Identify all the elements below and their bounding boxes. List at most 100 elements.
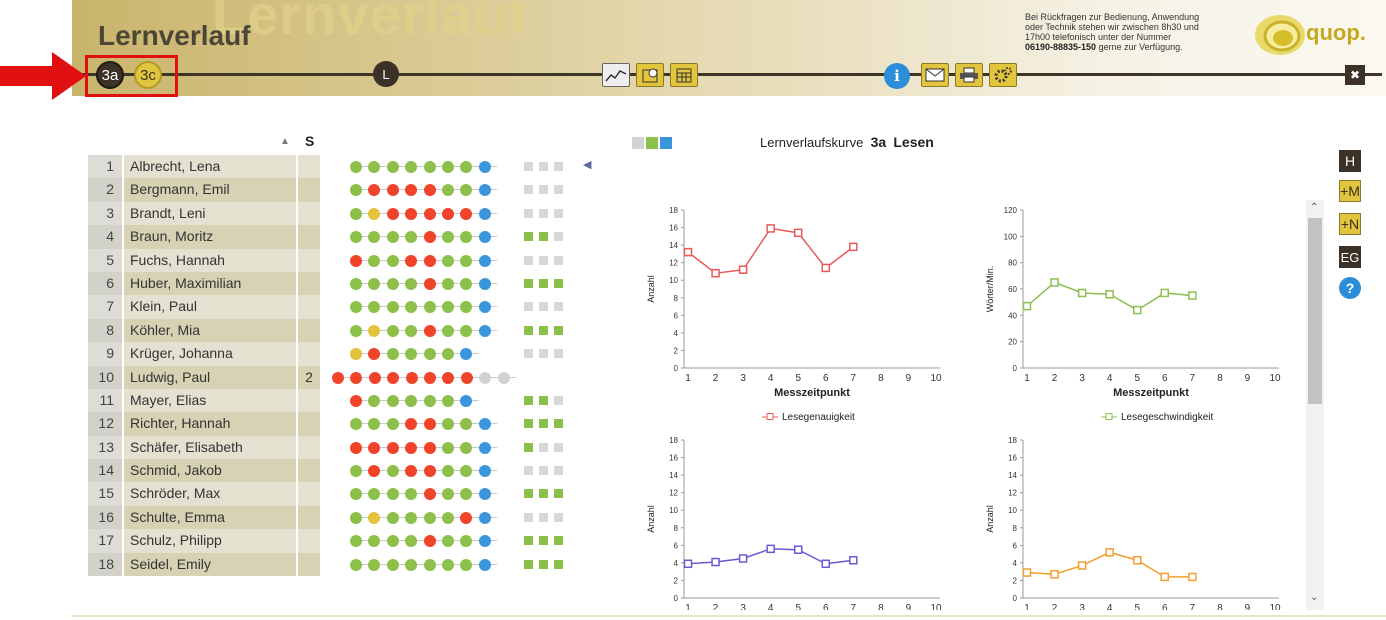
result-dot[interactable] [460,441,473,454]
view-color-legend[interactable] [632,136,674,154]
result-dot[interactable] [423,301,436,314]
result-dot[interactable] [386,394,399,407]
result-dot[interactable] [386,324,399,337]
data-point[interactable] [1160,572,1170,582]
data-point[interactable] [1077,288,1087,298]
result-dot[interactable] [460,348,473,361]
calendar-clock-icon[interactable] [636,63,664,87]
result-dot[interactable] [350,511,362,524]
result-dot[interactable] [405,465,418,478]
result-dot[interactable] [442,465,454,478]
result-dot[interactable] [423,558,436,571]
result-dot[interactable] [478,301,491,314]
result-dot[interactable] [368,348,381,361]
result-dot[interactable] [368,324,381,337]
result-dot[interactable] [460,254,473,267]
result-dot[interactable] [460,301,473,314]
student-name[interactable]: Ludwig, Paul [122,365,296,389]
data-point[interactable] [1132,556,1142,565]
result-dot[interactable] [405,371,418,384]
student-name[interactable]: Köhler, Mia [122,318,296,343]
result-dot[interactable] [460,161,473,173]
table-row[interactable]: 4 Braun, Moritz [88,225,320,249]
scroll-thumb[interactable] [1308,218,1322,404]
result-dot[interactable] [405,418,418,431]
data-point[interactable] [1050,278,1059,287]
result-dot[interactable] [423,465,436,478]
result-dot[interactable] [423,488,436,501]
student-name[interactable]: Schulz, Philipp [122,529,296,553]
result-dot[interactable] [460,418,473,431]
result-dot[interactable] [368,254,381,267]
result-dot[interactable] [405,207,418,220]
result-dot[interactable] [424,371,436,384]
table-row[interactable]: 11 Mayer, Elias [88,388,320,413]
table-row[interactable]: 8 Köhler, Mia [88,318,320,343]
result-dot[interactable] [368,465,381,478]
result-dot[interactable] [405,161,418,173]
print-icon[interactable] [955,63,983,87]
student-name[interactable]: Schmid, Jakob [122,459,296,483]
student-name[interactable]: Krüger, Johanna [122,342,296,366]
result-dot[interactable] [386,465,399,478]
result-dot[interactable] [332,371,344,384]
result-dot[interactable] [423,348,436,361]
result-dot[interactable] [386,301,399,314]
mail-icon[interactable] [921,63,949,87]
close-button[interactable]: ✖ [1345,65,1365,85]
data-point[interactable] [766,544,775,554]
result-dot[interactable] [386,184,399,197]
result-dot[interactable] [405,535,418,548]
result-dot[interactable] [368,441,381,454]
result-dot[interactable] [386,231,399,244]
result-dot[interactable] [423,254,436,267]
result-dot[interactable] [423,535,436,548]
result-dot[interactable] [442,161,454,173]
data-point[interactable] [766,224,775,233]
data-point[interactable] [683,247,693,257]
student-name[interactable]: Seidel, Emily [122,552,296,577]
result-dot[interactable] [442,277,454,290]
scroll-down-icon[interactable]: ⌄ [1310,592,1319,603]
student-name[interactable]: Albrecht, Lena [122,155,296,179]
result-dot[interactable] [387,371,400,384]
info-icon[interactable]: i [884,63,910,89]
result-dot[interactable] [423,394,436,407]
data-point[interactable] [738,554,748,563]
result-dot[interactable] [350,324,362,337]
result-dot[interactable] [386,254,399,267]
student-name[interactable]: Brandt, Leni [122,201,296,226]
table-row[interactable]: 3 Brandt, Leni [88,201,320,226]
result-dot[interactable] [386,558,399,571]
table-row[interactable]: 6 Huber, Maximilian [88,271,320,296]
result-dot[interactable] [460,465,473,478]
table-row[interactable]: 5 Fuchs, Hannah [88,248,320,272]
result-dot[interactable] [460,371,473,384]
result-dot[interactable] [442,184,454,197]
result-dot[interactable] [478,161,491,173]
class-3a-button[interactable]: 3a [96,61,124,89]
result-dot[interactable] [423,161,436,173]
result-dot[interactable] [460,184,473,197]
help-icon[interactable]: ? [1339,277,1361,299]
result-dot[interactable] [442,418,454,431]
result-dot[interactable] [478,184,491,197]
level-button[interactable]: L [373,61,399,87]
result-dot[interactable] [478,441,491,454]
legend-gray[interactable] [632,137,644,149]
result-dot[interactable] [350,207,362,220]
result-dot[interactable] [478,418,491,431]
result-dot[interactable] [423,277,436,290]
result-dot[interactable] [442,254,454,267]
sort-arrow-icon[interactable]: ▲ [280,136,290,147]
result-dot[interactable] [478,277,491,290]
result-dot[interactable] [405,348,418,361]
result-dot[interactable] [350,371,363,384]
result-dot[interactable] [405,394,418,407]
result-dot[interactable] [368,511,381,524]
result-dot[interactable] [386,207,399,220]
result-dot[interactable] [442,394,454,407]
result-dot[interactable] [350,394,362,407]
result-dot[interactable] [423,207,436,220]
result-dot[interactable] [423,441,436,454]
